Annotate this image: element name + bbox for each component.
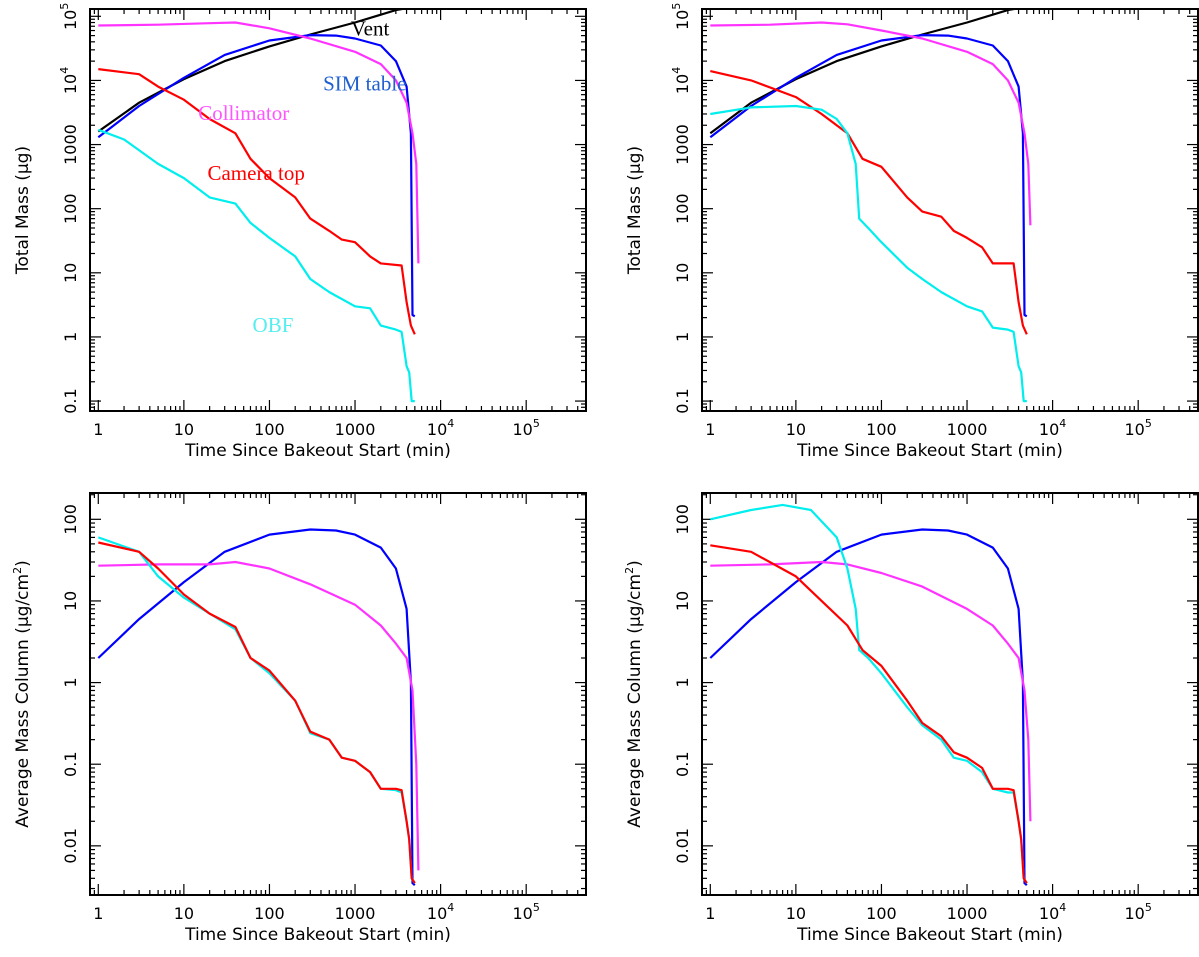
x-tick-label: 10 (174, 420, 194, 439)
tick-marks (701, 9, 1199, 412)
x-tick-label: 1000 (335, 904, 376, 923)
chart-panel-4: 1 10 100 1000 104 105 0.01 0.1 1 10 100 Time Since … (623, 492, 1199, 945)
series-lines (97, 9, 420, 403)
y-tick-label: 10 (673, 263, 692, 283)
series-line-collimator (98, 560, 420, 871)
y-tick-label: 105 (670, 3, 692, 30)
plot-frame (89, 492, 587, 896)
x-tick-label: 1 (705, 904, 715, 923)
y-tick-label: 1 (673, 677, 692, 687)
x-tick-label: 105 (1125, 417, 1152, 439)
x-tick-label: 104 (1039, 901, 1066, 923)
x-tick-label: 10 (174, 904, 194, 923)
tick-marks (89, 9, 587, 412)
x-tick-label: 1000 (947, 904, 988, 923)
series-line-obf (710, 503, 1028, 884)
y-tick-label: 1000 (673, 124, 692, 165)
chart-panel-3: 1 10 100 1000 104 105 0.01 0.1 1 10 100 Time Since … (11, 492, 587, 945)
y-tick-label: 1 (673, 332, 692, 342)
x-tick-label: 104 (427, 901, 454, 923)
y-tick-label: 1 (61, 677, 80, 687)
x-tick-label: 1 (705, 420, 715, 439)
y-tick-label: 100 (673, 504, 692, 535)
y-axis-label: Total Mass (μg) (625, 146, 645, 275)
y-tick-label: 0.1 (61, 388, 80, 413)
series-lines (709, 9, 1032, 403)
x-axis-label: Time Since Bakeout Start (min) (184, 441, 451, 461)
y-tick-label: 100 (61, 193, 80, 224)
series-lines (709, 503, 1032, 887)
x-axis-label: Time Since Bakeout Start (min) (796, 441, 1063, 461)
x-tick-label: 10 (786, 904, 806, 923)
series-line-sim-table (97, 528, 416, 887)
y-tick-label: 0.01 (61, 828, 80, 864)
x-tick-label: 1 (93, 420, 103, 439)
y-tick-label: 10 (61, 591, 80, 611)
y-tick-label: 100 (673, 193, 692, 224)
x-tick-label: 104 (1039, 417, 1066, 439)
annotation-obf: OBF (253, 313, 294, 337)
series-line-camera-top (98, 68, 416, 335)
annotation-sim-table: SIM table (323, 71, 406, 95)
x-tick-label: 105 (513, 417, 540, 439)
chart-panel-2: 1 10 100 1000 104 105 0.1 1 10 100 1000 104 105 Time … (625, 3, 1199, 461)
annotation-collimator: Collimator (198, 101, 289, 125)
x-tick-label: 100 (254, 420, 285, 439)
series-line-obf (97, 128, 415, 403)
x-tick-label: 105 (513, 901, 540, 923)
x-tick-label: 100 (866, 904, 897, 923)
y-tick-label: 1 (61, 332, 80, 342)
series-line-camera-top (98, 541, 416, 884)
y-tick-label: 1000 (61, 124, 80, 165)
x-axis-label: Time Since Bakeout Start (min) (184, 925, 451, 945)
series-lines (97, 528, 420, 887)
y-tick-label: 104 (58, 67, 80, 94)
x-tick-label: 100 (866, 420, 897, 439)
y-axis-label: Total Mass (μg) (13, 146, 33, 275)
x-tick-label: 1 (93, 904, 103, 923)
series-line-vent (709, 9, 1021, 135)
x-tick-label: 105 (1125, 901, 1152, 923)
x-axis-label: Time Since Bakeout Start (min) (796, 925, 1063, 945)
series-line-sim-table (709, 528, 1028, 887)
series-line-vent (97, 9, 409, 133)
y-tick-label: 104 (670, 67, 692, 94)
y-tick-label: 0.1 (61, 751, 80, 776)
series-line-obf (710, 104, 1027, 403)
y-tick-label: 105 (58, 3, 80, 30)
series-line-camera-top (710, 70, 1028, 335)
plot-frame (701, 8, 1199, 412)
series-line-collimator (98, 21, 420, 264)
series-line-collimator (710, 21, 1032, 226)
y-axis-label: Average Mass Column (μg/cm2) (623, 560, 645, 827)
y-tick-label: 0.01 (673, 828, 692, 864)
x-tick-label: 104 (427, 417, 454, 439)
series-line-camera-top (710, 544, 1028, 884)
chart-panel-1: 1 10 100 1000 104 105 0.1 1 10 100 1000 104 105 Time … (13, 3, 587, 461)
series-line-sim-table (709, 33, 1028, 318)
x-tick-label: 10 (786, 420, 806, 439)
plot-frame (89, 8, 587, 412)
tick-marks (701, 493, 1199, 895)
x-tick-label: 100 (254, 904, 285, 923)
series-line-collimator (710, 560, 1032, 822)
y-tick-label: 10 (61, 263, 80, 283)
x-tick-label: 1000 (335, 420, 376, 439)
x-tick-label: 1000 (947, 420, 988, 439)
plot-frame (701, 492, 1199, 896)
annotation-vent: Vent (351, 17, 390, 41)
y-tick-label: 0.1 (673, 388, 692, 413)
y-tick-label: 10 (673, 591, 692, 611)
tick-marks (89, 493, 587, 895)
series-line-obf (97, 536, 416, 884)
y-axis-label: Average Mass Column (μg/cm2) (11, 560, 33, 827)
y-tick-label: 0.1 (673, 751, 692, 776)
annotation-camera-top: Camera top (207, 161, 304, 185)
y-tick-label: 100 (61, 504, 80, 535)
